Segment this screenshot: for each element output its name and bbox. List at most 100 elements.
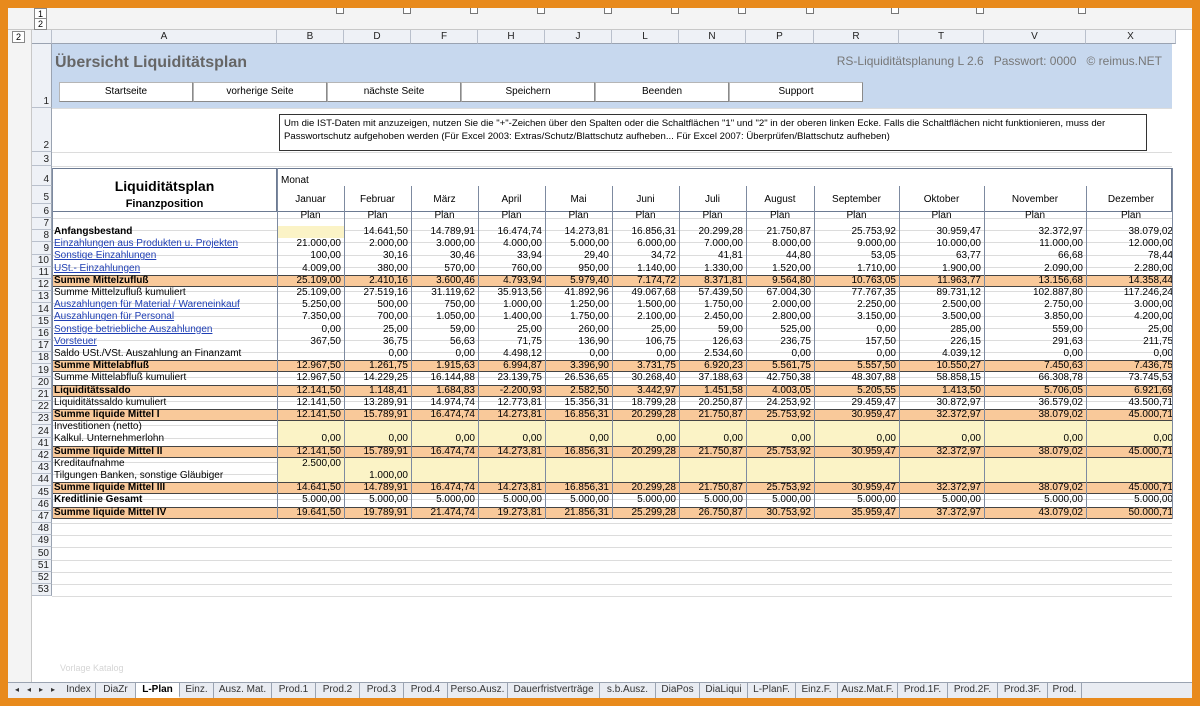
value-cell[interactable]: 20.299,28 — [698, 226, 744, 237]
value-cell[interactable] — [814, 470, 899, 482]
sheet-tab[interactable]: Perso.Ausz. — [448, 683, 508, 698]
value-cell[interactable]: 8.000,00 — [772, 238, 811, 250]
row-header-15[interactable]: 15 — [32, 315, 52, 328]
row-header-47[interactable]: 47 — [32, 510, 52, 523]
value-cell[interactable]: 0,00 — [589, 348, 609, 359]
value-cell[interactable]: 36.579,02 — [1038, 396, 1084, 408]
value-cell[interactable]: 25.753,92 — [766, 482, 812, 494]
value-cell[interactable] — [478, 470, 545, 482]
value-cell[interactable]: 25.109,00 — [296, 274, 342, 286]
value-cell[interactable]: 19.273,81 — [497, 506, 543, 518]
row-label[interactable]: Vorsteuer — [54, 335, 97, 347]
value-cell[interactable]: 8.371,81 — [704, 274, 743, 286]
value-cell[interactable]: 559,00 — [1052, 323, 1083, 335]
column-header-l[interactable]: L — [612, 30, 679, 44]
value-cell[interactable]: 367,50 — [310, 335, 341, 347]
value-cell[interactable]: 6.000,00 — [637, 238, 676, 250]
value-cell[interactable]: 1.400,00 — [503, 311, 542, 323]
row-header-4[interactable]: 4 — [32, 166, 52, 186]
value-cell[interactable]: 2.100,00 — [637, 311, 676, 323]
value-cell[interactable] — [1086, 421, 1176, 433]
value-cell[interactable]: 16.856,31 — [564, 482, 610, 494]
value-cell[interactable]: 12.141,50 — [296, 409, 342, 420]
sheet-tab[interactable]: Dauerfristverträge — [508, 683, 600, 698]
value-cell[interactable]: 10.763,05 — [851, 274, 897, 286]
value-cell[interactable]: 25,00 — [382, 323, 408, 335]
value-cell[interactable]: 26.750,87 — [698, 506, 744, 518]
value-cell[interactable]: 285,00 — [950, 323, 981, 335]
value-cell[interactable]: 0,00 — [1063, 433, 1083, 445]
value-cell[interactable]: 2.450,00 — [704, 311, 743, 323]
value-cell[interactable]: 58.858,15 — [936, 372, 982, 384]
value-cell[interactable]: 0,00 — [1153, 433, 1173, 445]
value-cell[interactable]: 950,00 — [578, 262, 609, 274]
value-cell[interactable]: 14.789,91 — [363, 482, 409, 494]
value-cell[interactable]: 5.000,00 — [637, 494, 676, 506]
value-cell[interactable]: 1.451,58 — [704, 384, 743, 396]
value-cell[interactable]: 14.229,25 — [363, 372, 409, 384]
value-cell[interactable] — [814, 458, 899, 470]
value-cell[interactable]: 4.003,05 — [772, 384, 811, 396]
value-cell[interactable]: 63,77 — [955, 250, 981, 262]
value-cell[interactable]: 12.141,50 — [296, 396, 342, 408]
value-cell[interactable]: 12.141,50 — [296, 445, 342, 457]
value-cell[interactable] — [612, 421, 679, 433]
value-cell[interactable]: 67.004,30 — [766, 287, 812, 298]
value-cell[interactable] — [984, 458, 1086, 470]
value-cell[interactable]: 9.564,80 — [772, 274, 811, 286]
row-header-45[interactable]: 45 — [32, 486, 52, 499]
column-header-d[interactable]: D — [344, 30, 411, 44]
nav-previous-button[interactable]: vorherige Seite — [193, 82, 327, 102]
row-header-53[interactable]: 53 — [32, 584, 52, 597]
value-cell[interactable]: 5.000,00 — [942, 494, 981, 506]
value-cell[interactable]: 16.856,31 — [564, 445, 610, 457]
row-label[interactable]: Sonstige betriebliche Auszahlungen — [54, 323, 213, 335]
value-cell[interactable]: 32.372,97 — [936, 482, 982, 494]
row-header-7[interactable]: 7 — [32, 218, 52, 231]
value-cell[interactable] — [899, 458, 984, 470]
value-cell[interactable]: 1.413,50 — [942, 384, 981, 396]
value-cell[interactable]: 570,00 — [444, 262, 475, 274]
sheet-tab[interactable]: Einz. — [180, 683, 214, 698]
column-group-toggle-icon[interactable] — [738, 8, 746, 14]
value-cell[interactable]: 43.079,02 — [1038, 506, 1084, 518]
value-cell[interactable]: 117.246,24 — [1123, 287, 1173, 298]
value-cell[interactable]: 0,00 — [589, 433, 609, 445]
value-cell[interactable]: 21.750,87 — [698, 445, 744, 457]
value-cell[interactable]: 5.000,00 — [302, 494, 341, 506]
value-cell[interactable]: 32.372,97 — [936, 409, 982, 420]
value-cell[interactable]: 1.000,00 — [503, 299, 542, 311]
sheet-tab[interactable]: Einz.F. — [796, 683, 838, 698]
value-cell[interactable]: 66.308,78 — [1038, 372, 1084, 384]
sheet-tab[interactable]: Prod.3 — [360, 683, 404, 698]
row-header-14[interactable]: 14 — [32, 303, 52, 316]
row-header-24[interactable]: 24 — [32, 425, 52, 438]
value-cell[interactable]: 26.536,65 — [564, 372, 610, 384]
value-cell[interactable]: 13.289,91 — [363, 396, 409, 408]
tab-scroll-last-icon[interactable]: ▸ — [50, 685, 55, 694]
value-cell[interactable] — [984, 421, 1086, 433]
value-cell[interactable] — [679, 470, 746, 482]
column-group-toggle-icon[interactable] — [336, 8, 344, 14]
value-cell[interactable]: 16.144,88 — [430, 372, 476, 384]
value-cell[interactable]: 700,00 — [377, 311, 408, 323]
value-cell[interactable]: 35.913,56 — [497, 287, 543, 298]
value-cell[interactable]: 3.396,90 — [570, 360, 609, 372]
sheet-tab[interactable]: Prod.1F. — [898, 683, 948, 698]
value-cell[interactable]: 4.793,94 — [503, 274, 542, 286]
value-cell[interactable]: 5.000,00 — [570, 238, 609, 250]
value-cell[interactable]: 38.079,02 — [1038, 482, 1084, 494]
value-cell[interactable]: 2.800,00 — [772, 311, 811, 323]
value-cell[interactable]: 21.750,87 — [766, 226, 812, 237]
value-cell[interactable]: 16.856,31 — [564, 409, 610, 420]
value-cell[interactable]: 750,00 — [444, 299, 475, 311]
value-cell[interactable]: 27.519,16 — [363, 287, 409, 298]
value-cell[interactable]: 0,00 — [876, 433, 896, 445]
row-header-48[interactable]: 48 — [32, 523, 52, 536]
value-cell[interactable]: 14.358,44 — [1128, 274, 1174, 286]
row-header-6[interactable]: 6 — [32, 204, 52, 218]
value-cell[interactable]: 16.856,31 — [631, 226, 677, 237]
value-cell[interactable]: 1.330,00 — [704, 262, 743, 274]
value-cell[interactable] — [411, 470, 478, 482]
value-cell[interactable]: 21.474,74 — [430, 506, 476, 518]
